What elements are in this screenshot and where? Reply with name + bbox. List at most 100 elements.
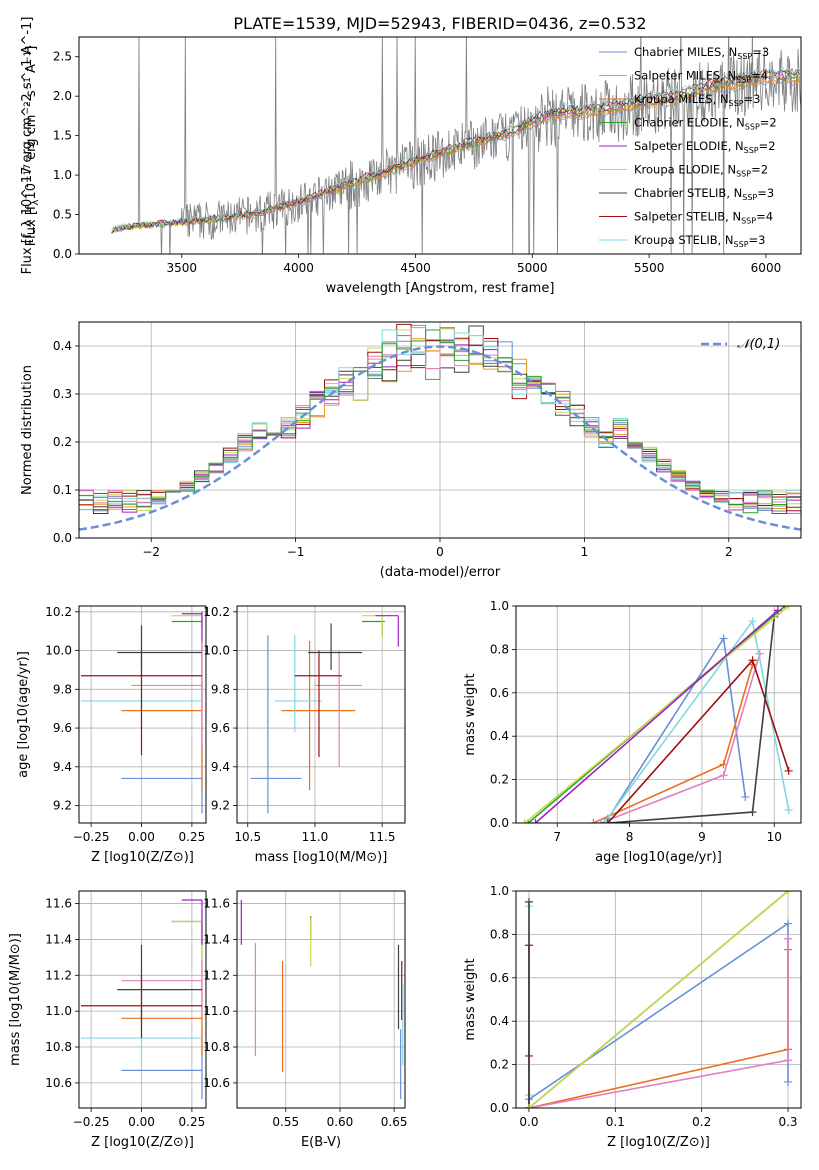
legend-label-sub: SSP [745, 123, 760, 132]
age-vs-metallicity-panel: −0.25 0.00 0.25 9.2 9.4 9.6 9.8 10.0 10.2 Z [log1… [16, 605, 207, 865]
legend-label-rest: =3 [757, 186, 774, 200]
mass-weight-marker [524, 1104, 533, 1108]
x-tick-label: 0.2 [692, 1115, 711, 1129]
x-tick-label: 5500 [634, 261, 665, 275]
y-tick-label: 10.0 [45, 644, 72, 658]
mass-weight-vs-metallicity-panel: 0.0 0.1 0.2 0.3 0.0 0.2 0.4 0.6 0.8 1.0 Z [log10(Z… [463, 884, 802, 1150]
y-tick-label: 9.8 [53, 682, 72, 696]
mass-weight-marker [784, 805, 793, 814]
axes-frame [515, 605, 802, 824]
legend-label-sub: SSP [736, 76, 751, 85]
mass-weight-marker [600, 819, 609, 823]
x-tick-label: 0 [436, 545, 444, 559]
x-tick-label: −1 [287, 545, 305, 559]
y-tick-label: 0.4 [53, 339, 72, 353]
observed-spectrum [111, 37, 801, 254]
errorbar-group [81, 611, 203, 814]
x-tick-label: −0.25 [73, 830, 110, 844]
mass-weight-marker [719, 771, 728, 780]
y-tick-label: 0.2 [490, 1058, 509, 1072]
mass-weight-marker [748, 808, 757, 817]
legend-label-sub: SSP [744, 146, 759, 155]
y-tick-label: 0.4 [490, 1014, 509, 1028]
x-tick-label: 11.0 [302, 830, 329, 844]
model-spectrum-line [111, 65, 800, 233]
legend-label-sub: SSP [742, 193, 757, 202]
x-axis-label: Z [log10(Z/Z⊙)] [91, 850, 194, 865]
legend-label-rest: =2 [759, 139, 776, 153]
x-axis-label: Z [log10(Z/Z⊙)] [607, 1135, 710, 1150]
mass-weight-marker [784, 1077, 793, 1086]
x-axis-label: E(B-V) [301, 1135, 341, 1150]
y-axis-label: Normed distribution [20, 365, 35, 495]
axes-frame [236, 890, 406, 1109]
y-tick-label: 0.3 [53, 387, 72, 401]
legend-label: Kroupa ELODIE, NSSP=2 [634, 163, 768, 179]
y-tick-label: 9.4 [53, 760, 72, 774]
mass-weight-marker [748, 617, 757, 626]
y-tick-label: 0.8 [490, 642, 509, 656]
legend-label-rest: =2 [760, 116, 777, 130]
x-axis-label: mass [log10(M/M⊙)] [255, 850, 388, 865]
axes-frame [515, 890, 802, 1109]
legend-label: Salpeter MILES, NSSP=4 [634, 69, 768, 85]
axes-frame [78, 605, 207, 824]
y-tick-label: 9.4 [211, 760, 230, 774]
mass-weight-line [607, 616, 775, 823]
y-tick-label: 0.5 [53, 208, 72, 222]
y-axis-label: age [log10(age/yr)] [16, 651, 31, 778]
mass-weight-line [534, 609, 779, 823]
x-axis-label: Z [log10(Z/Z⊙)] [91, 1135, 194, 1150]
figure-title: PLATE=1539, MJD=52943, FIBERID=0436, z=0… [233, 14, 646, 33]
mass-weight-marker [773, 606, 782, 615]
mass-weight-marker [741, 792, 750, 801]
residual-traces [79, 323, 801, 531]
legend-label-sub: SSP [736, 170, 751, 179]
axes-frame [236, 605, 406, 824]
y-tick-label: 9.6 [211, 721, 230, 735]
y-tick-label: 1.0 [490, 599, 509, 613]
y-tick-label: 0.0 [490, 1101, 509, 1115]
y-tick-label: 1.0 [490, 884, 509, 898]
x-tick-label: 6000 [751, 261, 782, 275]
mass-weight-marker [524, 897, 533, 906]
mass-weight-lines [524, 891, 793, 1108]
legend-label-rest: =3 [752, 45, 769, 59]
x-axis-label: age [log10(age/yr)] [595, 850, 722, 865]
spectrum-ylabel: Flux [fλ10−17 erg cm−2 s−1 A−1] [23, 46, 41, 247]
mass-weight-lines [520, 606, 793, 823]
x-tick-label: 0.1 [606, 1115, 625, 1129]
mass-weight-marker [784, 891, 793, 895]
mass-weight-marker [784, 934, 793, 943]
legend-label: 𝒩(0,1) [737, 337, 780, 352]
y-tick-label: 2.0 [53, 89, 72, 103]
x-tick-label: 10 [767, 830, 782, 844]
residual-histogram-panel: −2 −1 0 1 2 0.0 0.1 0.2 0.3 0.4 (data-model)/error… [20, 321, 802, 580]
x-tick-label: 4500 [400, 261, 431, 275]
y-tick-label: 0.0 [490, 816, 509, 830]
y-tick-label: 10.0 [203, 644, 230, 658]
y-tick-label: 11.0 [203, 1004, 230, 1018]
mass-weight-marker [784, 606, 793, 610]
mass-weight-line [524, 606, 790, 823]
mass-vs-metallicity-panel: −0.25 0.00 0.25 10.6 10.8 11.0 11.2 11.4 11.6 Z [… [8, 890, 207, 1150]
x-tick-label: 0.65 [381, 1115, 408, 1129]
x-tick-label: 9 [698, 830, 706, 844]
legend-label-sub: SSP [729, 99, 744, 108]
legend-label: Chabrier STELIB, NSSP=3 [634, 186, 774, 202]
y-axis-label: Flux [f_λ 10^-17 erg cm^-2 s^-1 A^-1] [20, 17, 35, 275]
x-tick-label: 7 [553, 830, 561, 844]
y-tick-label: 11.0 [45, 1004, 72, 1018]
y-tick-label: 1.5 [53, 129, 72, 143]
legend-label: Chabrier MILES, NSSP=3 [634, 45, 769, 61]
y-tick-label: 10.8 [45, 1040, 72, 1054]
mass-weight-line [528, 921, 789, 1100]
x-tick-label: 0.3 [778, 1115, 797, 1129]
mass-weight-marker [589, 819, 598, 823]
x-tick-label: 1 [581, 545, 589, 559]
legend-label: Salpeter ELODIE, NSSP=2 [634, 139, 776, 155]
legend-label-rest: =2 [751, 163, 768, 177]
mass-weight-line [603, 619, 790, 823]
y-tick-label: 0.6 [490, 686, 509, 700]
